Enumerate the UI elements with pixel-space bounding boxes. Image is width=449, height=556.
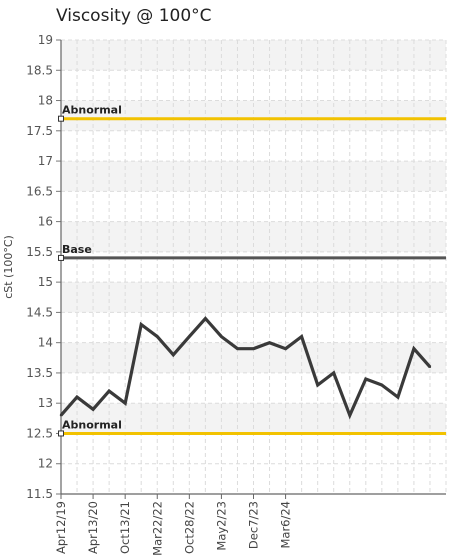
x-tick-label: Dec7/23: [247, 501, 261, 549]
y-tick-label: 13: [38, 396, 53, 410]
x-tick-label: Oct13/21: [118, 501, 132, 554]
y-tick-label: 13.5: [26, 366, 53, 380]
data-point: [428, 365, 432, 369]
y-tick-label: 14.5: [26, 305, 53, 319]
data-point: [140, 323, 143, 326]
x-tick-label: Apr12/19: [54, 501, 68, 554]
data-point: [75, 395, 79, 399]
data-point: [107, 389, 111, 393]
chart-title: Viscosity @ 100°C: [56, 6, 212, 26]
y-tick-label: 11.5: [26, 487, 53, 501]
x-tick-label: Mar22/22: [150, 501, 164, 556]
reference-marker: [58, 254, 64, 261]
reference-label: Abnormal: [62, 418, 122, 431]
y-tick-label: 15: [38, 275, 53, 289]
y-tick-label: 17: [38, 154, 53, 168]
y-tick-label: 17.5: [26, 124, 53, 138]
y-tick-label: 16: [38, 215, 53, 229]
y-tick-label: 18.5: [26, 63, 53, 77]
x-tick-label: May2/23: [214, 501, 228, 551]
y-tick-label: 15.5: [26, 245, 53, 259]
data-point: [59, 414, 63, 417]
y-tick-label: 16.5: [26, 184, 53, 198]
x-tick-label: Oct28/22: [182, 501, 196, 554]
data-point: [380, 383, 384, 387]
data-point: [364, 377, 367, 381]
reference-label: Abnormal: [62, 104, 122, 117]
data-point: [284, 347, 287, 350]
x-tick-label: Apr13/20: [86, 501, 100, 554]
data-point: [156, 335, 159, 338]
data-point: [268, 341, 271, 344]
reference-marker: [58, 115, 64, 122]
data-point: [188, 335, 191, 338]
data-point: [252, 347, 255, 350]
y-tick-label: 18: [38, 94, 53, 108]
data-point: [236, 347, 239, 350]
data-point: [316, 383, 319, 387]
data-point: [220, 335, 223, 338]
y-tick-label: 12: [38, 457, 53, 471]
data-point: [123, 402, 127, 405]
data-point: [412, 347, 416, 350]
data-point: [172, 353, 175, 356]
data-point: [91, 408, 95, 411]
x-tick-label: Mar6/24: [279, 501, 293, 549]
y-axis-label: cSt (100°C): [2, 235, 15, 299]
data-point: [204, 317, 207, 320]
data-point: [332, 371, 335, 375]
y-tick-label: 14: [38, 336, 53, 350]
data-point: [348, 414, 351, 417]
data-point: [396, 395, 400, 399]
y-tick-label: 12.5: [26, 426, 53, 440]
series-line: [59, 316, 432, 420]
reference-marker: [58, 430, 64, 437]
reference-label: Base: [62, 243, 92, 256]
y-tick-label: 19: [38, 33, 53, 47]
data-point: [300, 335, 303, 338]
